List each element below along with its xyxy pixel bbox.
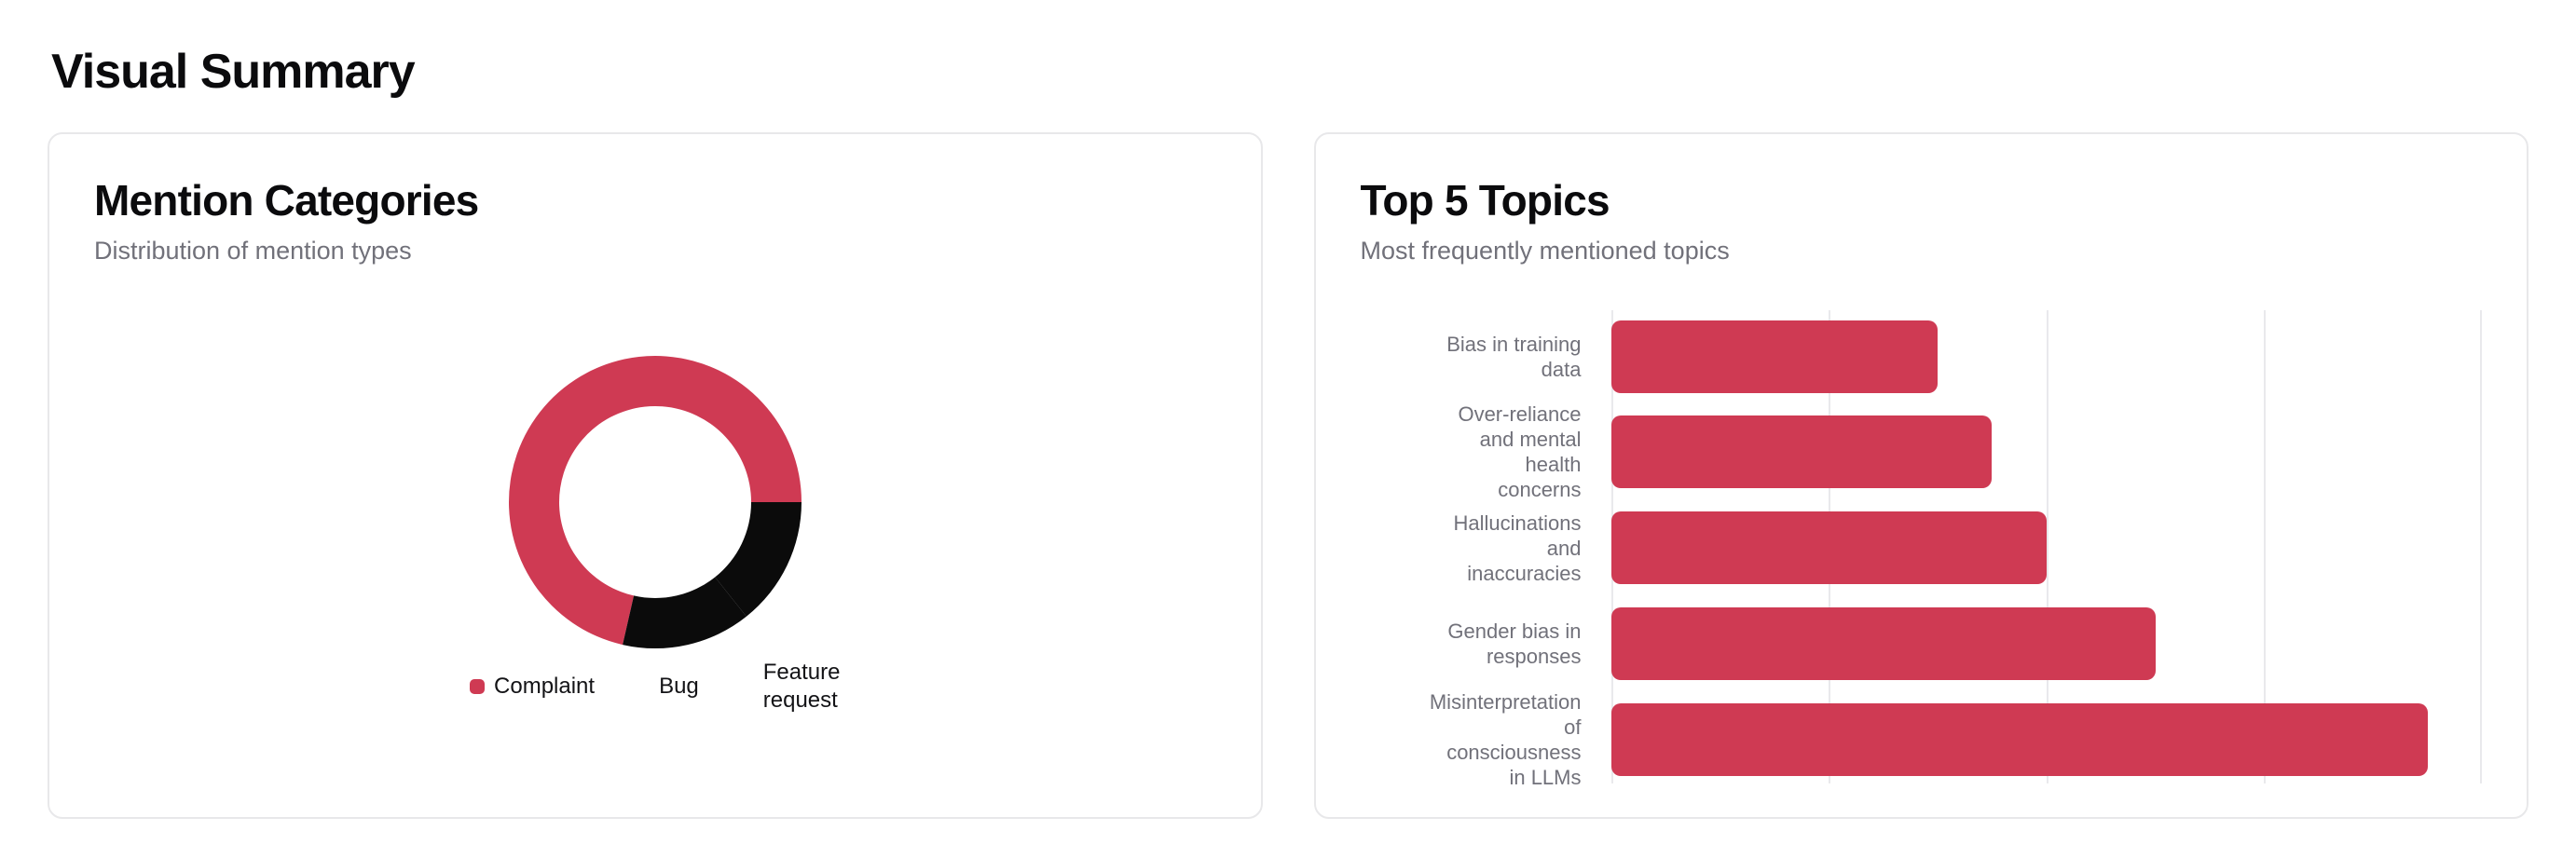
top-topics-title: Top 5 Topics (1360, 175, 1610, 225)
legend-swatch-icon (470, 679, 486, 695)
bar-hallucinations-and-inaccuracies[interactable] (1610, 511, 2047, 585)
bar-over-reliance-and-mental-health-concerns[interactable] (1610, 415, 1993, 489)
bar-row (1610, 308, 2483, 404)
bar-category-labels: Bias in training data Over-reliance and men… (1361, 308, 1611, 789)
mention-categories-subtitle: Distribution of mention types (94, 237, 412, 266)
bar-row (1610, 404, 2483, 500)
pie-sector-complaint[interactable] (508, 356, 802, 646)
legend-item-feature-request: Feature request (738, 659, 841, 715)
pie-sector-feature-request[interactable] (714, 502, 802, 617)
legend-label: Complaint (494, 674, 596, 700)
bar-plot-area (1610, 308, 2483, 787)
mention-categories-title: Mention Categories (94, 175, 479, 225)
legend-swatch-icon (738, 679, 754, 695)
gridline-x-12 (2264, 310, 2267, 784)
legend-item-complaint: Complaint (470, 673, 595, 701)
bar-category-label: Misinterpretation of consciousness in LLMs (1429, 689, 1582, 789)
gridline-x-8 (2046, 310, 2048, 784)
legend-swatch-icon (635, 679, 651, 695)
bar-row (1610, 691, 2483, 787)
bar-category-label: Bias in training data (1446, 332, 1582, 381)
legend-label: Bug (659, 674, 699, 700)
bar-category-label: Hallucinations and inaccuracies (1453, 511, 1582, 585)
bar-bias-in-training-data[interactable] (1610, 320, 1938, 393)
bar-misinterpretation-of-consciousness-in-llms[interactable] (1610, 702, 2428, 776)
bar-chart: Bias in training data Over-reliance and men… (1361, 308, 2483, 789)
bar-gender-bias-in-responses[interactable] (1610, 606, 2156, 680)
gridline-x-16 (2480, 310, 2482, 784)
mention-categories-card: Mention Categories Distribution of menti… (48, 131, 1263, 819)
bar-row (1610, 596, 2483, 692)
donut-chart (94, 353, 1216, 651)
bar-category-label: Gender bias in responses (1447, 619, 1582, 668)
legend-item-bug: Bug (635, 673, 699, 701)
pie-sector-bug[interactable] (622, 577, 747, 649)
top-topics-subtitle: Most frequently mentioned topics (1360, 237, 1730, 266)
top-topics-card: Top 5 Topics Most frequently mentioned t… (1313, 131, 2528, 819)
bar-row (1610, 500, 2483, 596)
cards-row: Mention Categories Distribution of menti… (48, 131, 2528, 819)
page-title: Visual Summary (51, 45, 416, 99)
legend-label: Feature request (762, 660, 841, 714)
bar-category-label: Over-reliance and mental health concerns (1458, 402, 1582, 502)
pie-legend: Complaint Bug Feature request (94, 659, 1216, 715)
donut-svg (508, 356, 802, 649)
